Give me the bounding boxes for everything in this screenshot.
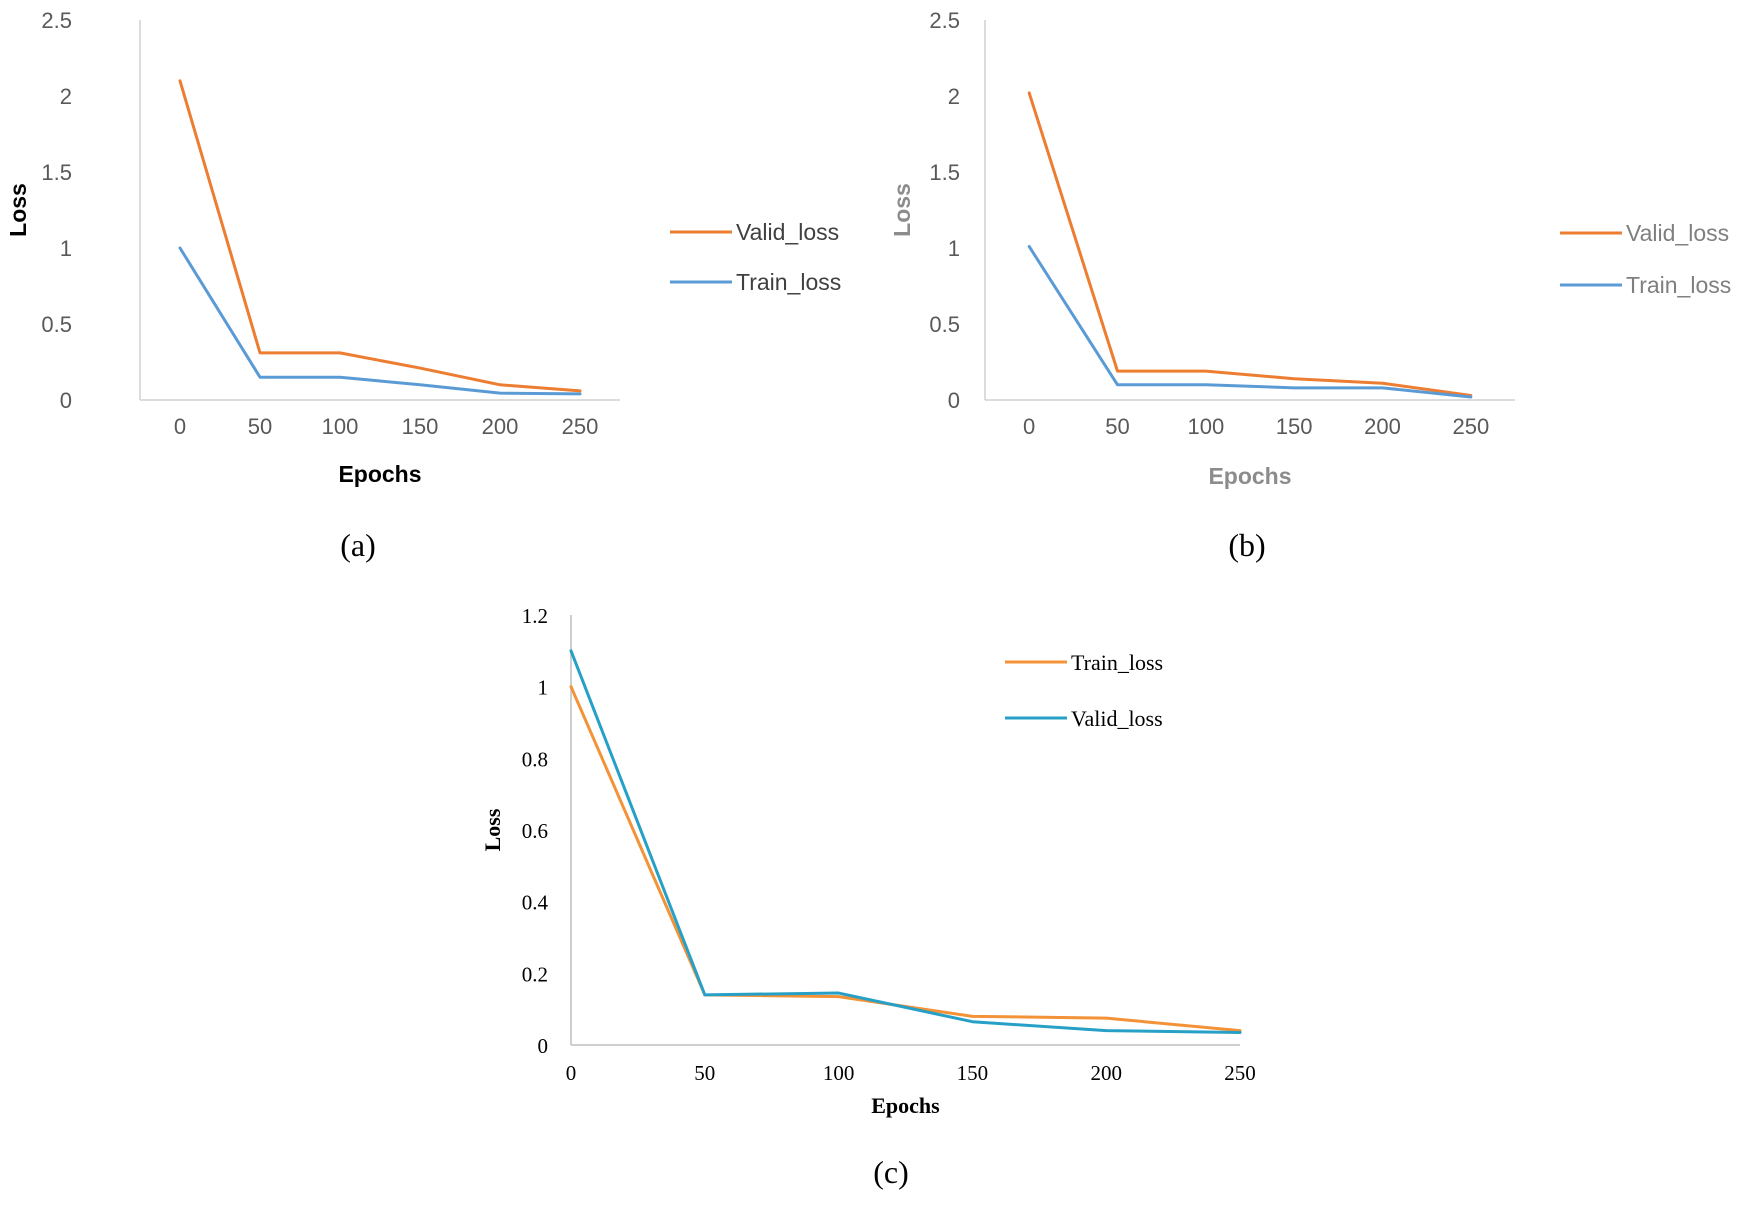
y-tick-label: 0.4 [522, 891, 549, 915]
series-line-valid_loss [569, 649, 1242, 1034]
x-tick-label: 250 [1224, 1061, 1256, 1085]
series-line-train_loss [569, 685, 1242, 1033]
panel-caption: (c) [873, 1154, 909, 1190]
x-tick-label: 150 [402, 414, 439, 439]
chart-c: 0 0.2 0.4 0.6 0.8 1 1.2 0 50 100 150 200 250 Epochs Lo… [480, 604, 1256, 1190]
chart-b: 0 0.5 1 1.5 2 2.5 0 50 100 150 200 250 Epochs Loss Val… [889, 8, 1731, 563]
legend-label: Train_loss [1626, 272, 1731, 298]
y-tick-label: 1.5 [41, 160, 72, 185]
legend-label: Valid_loss [1626, 220, 1729, 246]
y-tick-label: 1 [60, 236, 72, 261]
panel-caption: (b) [1228, 527, 1265, 563]
y-axis-title: Loss [889, 183, 915, 237]
y-axis-title: Loss [480, 808, 505, 851]
x-tick-label: 0 [174, 414, 186, 439]
x-tick-label: 100 [823, 1061, 855, 1085]
x-tick-label: 50 [694, 1061, 715, 1085]
y-tick-label: 1.2 [522, 604, 548, 628]
x-axis-title: Epochs [338, 461, 421, 487]
x-tick-label: 100 [1187, 414, 1224, 439]
x-tick-label: 0 [1023, 414, 1035, 439]
series-line-train_loss [178, 246, 582, 396]
x-tick-label: 100 [322, 414, 359, 439]
x-tick-label: 250 [1452, 414, 1489, 439]
x-tick-label: 200 [482, 414, 519, 439]
y-tick-label: 0 [60, 388, 72, 413]
y-tick-label: 0.5 [41, 312, 72, 337]
legend-label: Valid_loss [1071, 706, 1163, 731]
y-axis-title: Loss [5, 183, 31, 237]
series-line-valid_loss [1027, 91, 1473, 397]
y-tick-label: 0.5 [929, 312, 960, 337]
y-tick-label: 0 [538, 1034, 549, 1058]
y-tick-label: 0 [948, 388, 960, 413]
y-tick-label: 2.5 [929, 8, 960, 33]
legend-label: Train_loss [736, 269, 841, 295]
x-axis-title: Epochs [1208, 463, 1291, 489]
x-axis-title: Epochs [871, 1093, 940, 1118]
legend-label: Valid_loss [736, 219, 839, 245]
y-tick-label: 0.6 [522, 819, 548, 843]
y-tick-label: 2 [948, 84, 960, 109]
x-tick-label: 250 [562, 414, 599, 439]
y-tick-label: 1.5 [929, 160, 960, 185]
x-tick-label: 0 [566, 1061, 577, 1085]
y-tick-label: 0.8 [522, 747, 548, 771]
y-tick-label: 0.2 [522, 962, 548, 986]
x-tick-label: 150 [1276, 414, 1313, 439]
x-tick-label: 200 [1364, 414, 1401, 439]
series-line-train_loss [1027, 244, 1473, 399]
y-tick-label: 2.5 [41, 8, 72, 33]
panel-caption: (a) [340, 527, 376, 563]
x-tick-label: 200 [1090, 1061, 1122, 1085]
x-tick-label: 50 [1105, 414, 1129, 439]
legend-label: Train_loss [1071, 650, 1163, 675]
y-tick-label: 2 [60, 84, 72, 109]
y-tick-label: 1 [538, 676, 549, 700]
series-line-valid_loss [178, 79, 582, 393]
x-tick-label: 50 [248, 414, 272, 439]
x-tick-label: 150 [957, 1061, 989, 1085]
y-tick-label: 1 [948, 236, 960, 261]
chart-a: 0 0.5 1 1.5 2 2.5 0 50 100 150 200 250 Epochs Loss Val… [5, 8, 841, 563]
